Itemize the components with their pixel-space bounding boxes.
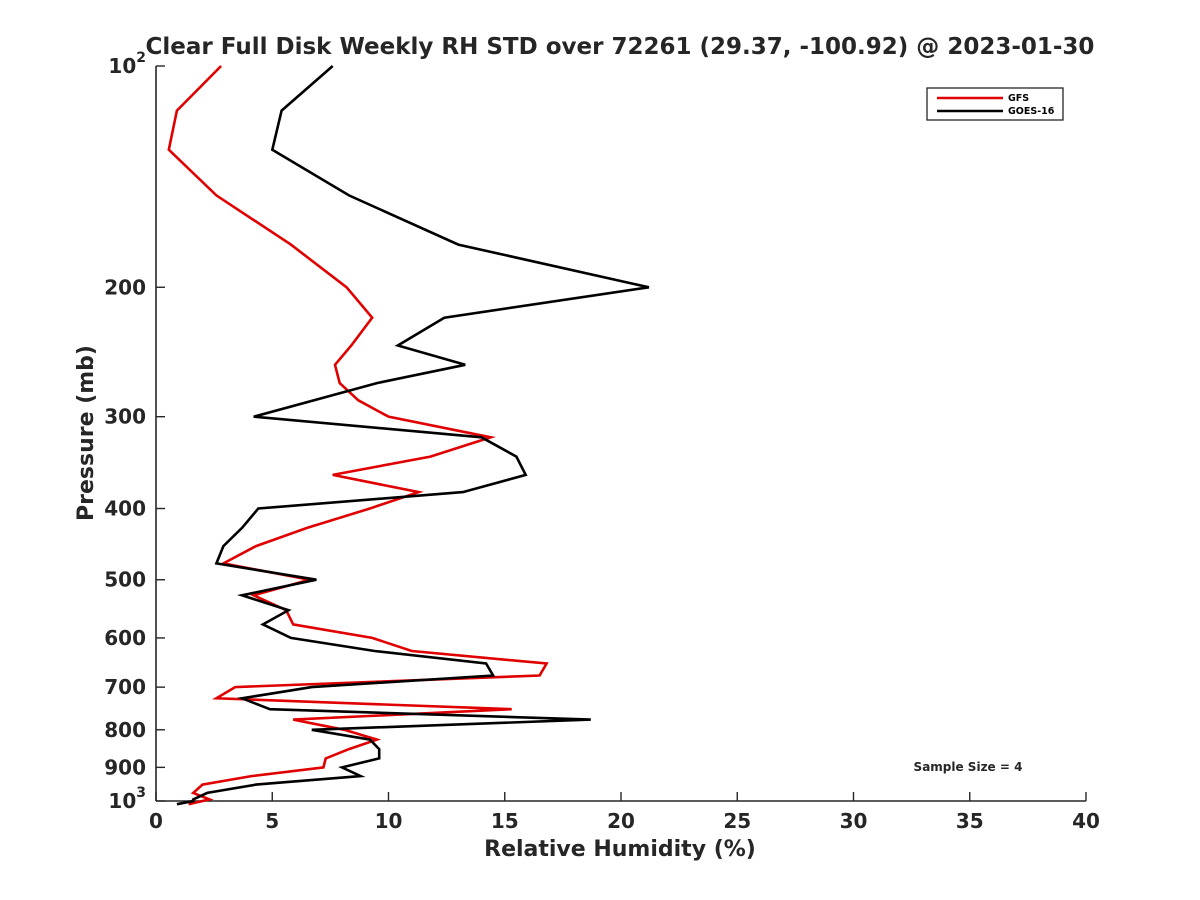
legend: GFS GOES-16 — [926, 87, 1064, 121]
series-layer — [167, 65, 650, 806]
y-tick-label: 300 — [104, 405, 146, 429]
x-tick-label: 15 — [491, 809, 519, 833]
x-axis-label: Relative Humidity (%) — [484, 837, 756, 862]
y-tick-label: 600 — [104, 626, 146, 650]
x-tick-label: 35 — [956, 809, 984, 833]
x-tick-label: 10 — [375, 809, 403, 833]
y-tick-label: 200 — [104, 275, 146, 299]
y-tick-label: 900 — [104, 755, 146, 779]
legend-label: GFS — [1008, 93, 1029, 104]
y-tick-label: 102 — [108, 50, 146, 78]
sample-size-annotation: Sample Size = 4 — [914, 760, 1023, 774]
legend-label: GOES-16 — [1008, 106, 1055, 117]
y-tick-base: 10 — [108, 789, 136, 813]
x-tick-label: 5 — [265, 809, 279, 833]
y-tick-label: 800 — [104, 718, 146, 742]
x-tick-label: 40 — [1072, 809, 1100, 833]
y-tick-base: 10 — [108, 54, 136, 78]
axes: 0 5 10 15 20 25 30 35 40102200300400500600700800… — [104, 50, 1100, 833]
x-tick-label: 30 — [840, 809, 868, 833]
chart-title: Clear Full Disk Weekly RH STD over 72261… — [146, 34, 1095, 60]
x-tick-label: 25 — [723, 809, 751, 833]
y-tick-label: 103 — [108, 785, 146, 813]
x-tick-label: 0 — [149, 809, 163, 833]
y-tick-label: 400 — [104, 497, 146, 521]
legend-box — [926, 87, 1064, 121]
y-tick-exponent: 2 — [136, 50, 146, 66]
y-tick-label: 700 — [104, 675, 146, 699]
y-tick-label: 500 — [104, 568, 146, 592]
y-axis-label: Pressure (mb) — [74, 345, 99, 521]
x-tick-label: 20 — [607, 809, 635, 833]
y-tick-exponent: 3 — [136, 785, 146, 801]
series-line-goes-16 — [176, 65, 650, 806]
